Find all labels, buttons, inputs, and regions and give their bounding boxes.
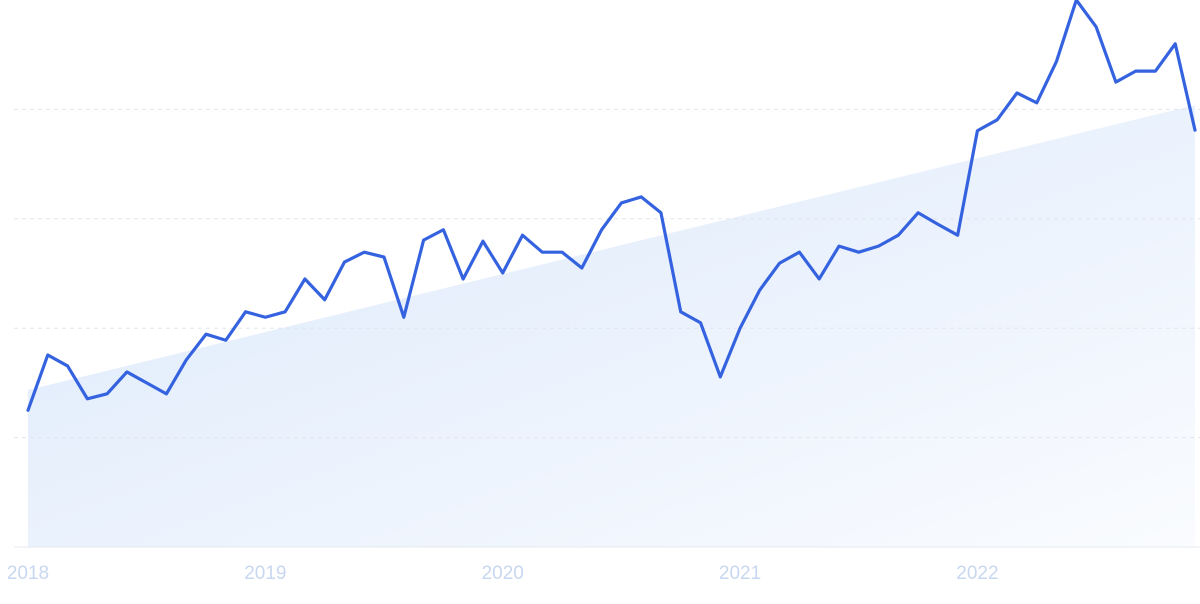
- x-tick-label: 2020: [482, 563, 524, 584]
- trend-area: [28, 105, 1195, 548]
- x-tick-label: 2019: [244, 563, 286, 584]
- x-tick-label: 2021: [719, 563, 761, 584]
- line: [26, 0, 1197, 412]
- x-tick-label: 2022: [956, 563, 998, 584]
- x-tick-label: 2018: [7, 563, 49, 584]
